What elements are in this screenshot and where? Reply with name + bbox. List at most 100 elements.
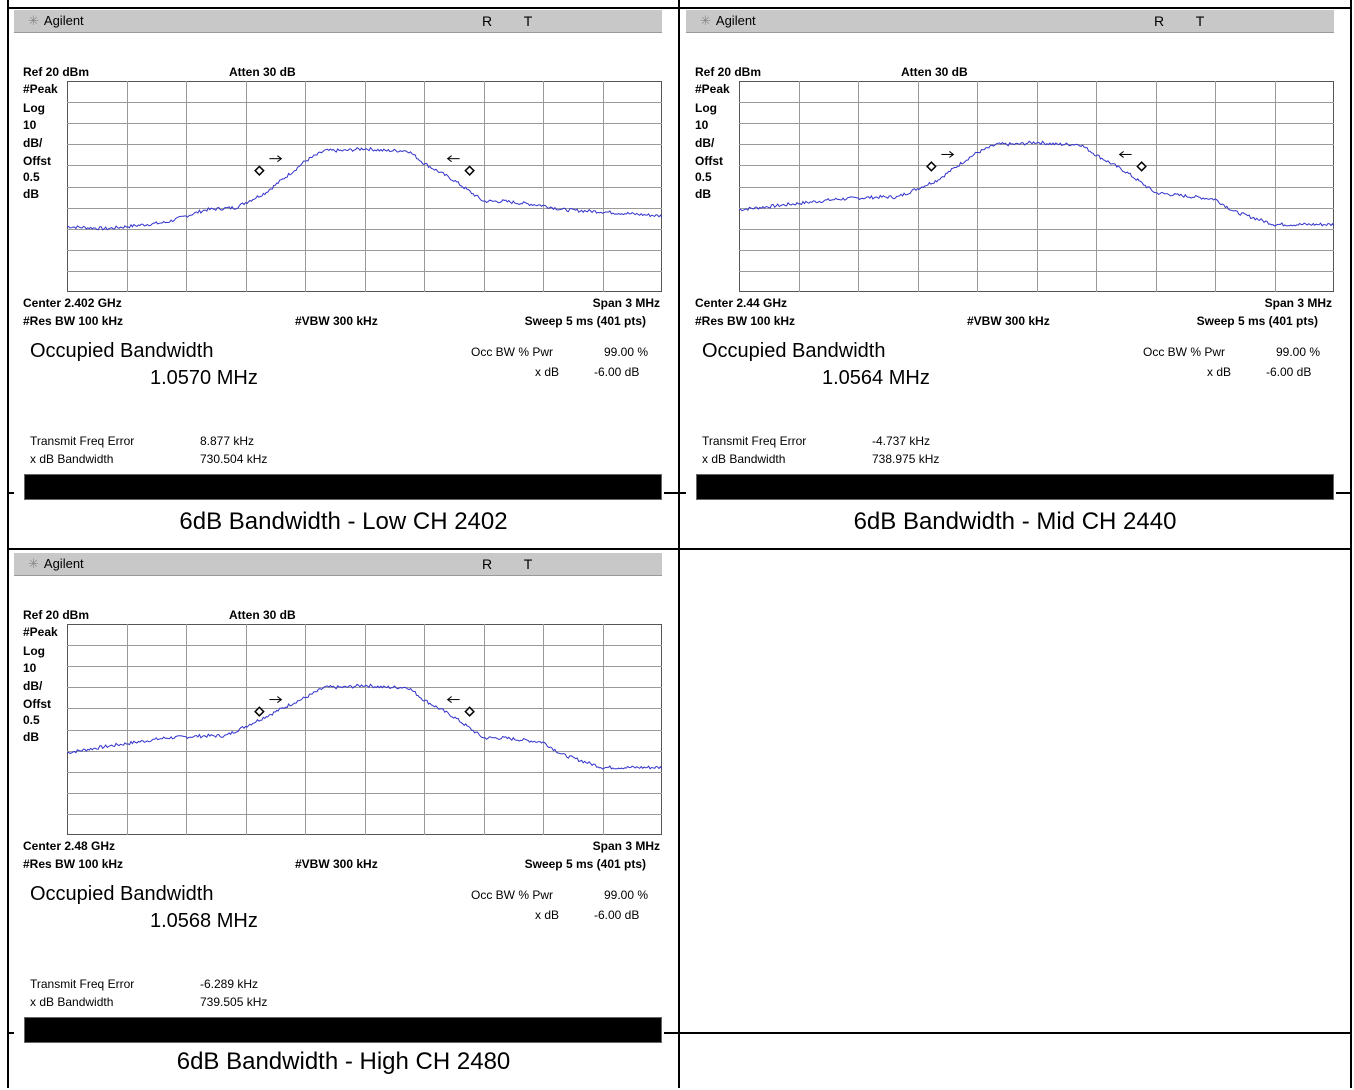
- center-frequency: Center 2.402 GHz: [23, 296, 122, 310]
- arrow-left-icon: [1118, 151, 1124, 158]
- status-indicators: R T: [482, 13, 547, 29]
- res-bw: #Res BW 100 kHz: [23, 857, 124, 871]
- side-label: 0.5: [23, 713, 40, 727]
- bandwidth-marker: [254, 165, 265, 176]
- xdb-value: -6.00 dB: [594, 365, 640, 379]
- ref-level: Ref 20 dBm: [23, 65, 90, 79]
- side-label: Log: [23, 644, 45, 658]
- caption-high: 6dB Bandwidth - High CH 2480: [176, 1048, 511, 1075]
- caption-low: 6dB Bandwidth - Low CH 2402: [179, 508, 508, 535]
- side-label: dB/: [23, 136, 43, 150]
- arrow-left-icon: [446, 696, 452, 703]
- cell-high: ✳ Agilent R T Ref 20 dBm Atten 30 dB #Pea…: [0, 553, 678, 1045]
- occupied-bandwidth-title: Occupied Bandwidth: [702, 340, 886, 362]
- occupied-bandwidth-value: 1.0570 MHz: [150, 367, 258, 389]
- spectrum-plot: [739, 81, 1334, 292]
- spectrum-chart: [739, 81, 1334, 292]
- center-frequency: Center 2.44 GHz: [695, 296, 788, 310]
- arrow-right-icon: [277, 155, 283, 163]
- table-border-top: [7, 7, 1352, 9]
- plot-frame: [739, 81, 1334, 292]
- ref-level: Ref 20 dBm: [695, 65, 762, 79]
- table-border-left: [7, 0, 9, 1088]
- analyzer-screenshot: ✳ Agilent R T Ref 20 dBm Atten 30 dB #Pea…: [14, 553, 664, 1045]
- side-label: dB: [23, 730, 39, 744]
- occupied-bandwidth-value: 1.0564 MHz: [822, 367, 930, 389]
- vbw: #VBW 300 kHz: [295, 314, 378, 328]
- center-frequency: Center 2.48 GHz: [23, 839, 116, 853]
- xdb-label: x dB: [1207, 365, 1232, 379]
- table-row-line-3: [7, 1032, 1352, 1034]
- bandwidth-marker: [464, 165, 475, 176]
- sweep: Sweep 5 ms (401 pts): [1196, 314, 1318, 328]
- vbw: #VBW 300 kHz: [967, 314, 1050, 328]
- xdb-label: x dB: [535, 908, 560, 922]
- status-indicators: R T: [1154, 13, 1219, 29]
- transmit-freq-error-label: Transmit Freq Error: [30, 434, 135, 448]
- analyzer-titlebar: ✳ Agilent R T: [14, 10, 662, 33]
- status-bar: [24, 1017, 662, 1043]
- side-label: #Peak: [23, 625, 58, 639]
- status-bar: [24, 474, 662, 500]
- ref-level: Ref 20 dBm: [23, 608, 90, 622]
- plot-frame: [67, 81, 662, 292]
- attenuation: Atten 30 dB: [901, 65, 968, 79]
- sweep: Sweep 5 ms (401 pts): [524, 857, 646, 871]
- table-border-right: [1350, 0, 1352, 1088]
- res-bw: #Res BW 100 kHz: [23, 314, 124, 328]
- side-label: 0.5: [695, 170, 712, 184]
- brand-name: Agilent: [715, 13, 756, 28]
- arrow-right-icon: [949, 151, 955, 158]
- side-label: #Peak: [23, 82, 58, 96]
- bandwidth-marker: [926, 161, 937, 172]
- transmit-freq-error-value: 8.877 kHz: [200, 434, 255, 448]
- analyzer-titlebar: ✳ Agilent R T: [686, 10, 1334, 33]
- transmit-freq-error-label: Transmit Freq Error: [30, 977, 135, 991]
- sweep: Sweep 5 ms (401 pts): [524, 314, 646, 328]
- transmit-freq-error-value: -4.737 kHz: [872, 434, 931, 448]
- bandwidth-marker: [464, 706, 475, 717]
- res-bw: #Res BW 100 kHz: [695, 314, 796, 328]
- status-indicators: R T: [482, 556, 547, 572]
- analyzer-screenshot: ✳ Agilent R T Ref 20 dBm Atten 30 dB #Pea…: [686, 10, 1336, 502]
- attenuation: Atten 30 dB: [229, 65, 296, 79]
- arrow-left-icon: [446, 155, 452, 163]
- spectrum-trace: [67, 146, 662, 231]
- side-label: dB: [695, 187, 711, 201]
- occupied-bandwidth-title: Occupied Bandwidth: [30, 883, 214, 905]
- vbw: #VBW 300 kHz: [295, 857, 378, 871]
- analyzer-titlebar: ✳ Agilent R T: [14, 553, 662, 576]
- xdb-bandwidth-value: 739.505 kHz: [200, 995, 268, 1009]
- side-label: 10: [695, 118, 709, 132]
- xdb-value: -6.00 dB: [1266, 365, 1312, 379]
- table-row-line-2: [7, 548, 1352, 550]
- side-label: dB/: [23, 679, 43, 693]
- arrow-right-icon: [277, 696, 283, 703]
- xdb-bandwidth-value: 730.504 kHz: [200, 452, 268, 466]
- side-label: Offst: [23, 154, 51, 168]
- brand-logo: ✳ Agilent: [700, 13, 756, 29]
- side-label: Offst: [23, 697, 51, 711]
- agilent-star-icon: ✳: [700, 13, 711, 28]
- cell-mid: ✳ Agilent R T Ref 20 dBm Atten 30 dB #Pea…: [672, 10, 1350, 502]
- span: Span 3 MHz: [592, 839, 660, 853]
- xdb-bandwidth-label: x dB Bandwidth: [30, 452, 114, 466]
- side-label: 10: [23, 661, 37, 675]
- spectrum-plot: [67, 624, 662, 835]
- side-label: dB: [23, 187, 39, 201]
- side-label: 10: [23, 118, 37, 132]
- occupied-bandwidth-title: Occupied Bandwidth: [30, 340, 214, 362]
- span: Span 3 MHz: [1264, 296, 1332, 310]
- xdb-value: -6.00 dB: [594, 908, 640, 922]
- brand-name: Agilent: [43, 556, 84, 571]
- agilent-star-icon: ✳: [28, 556, 39, 571]
- spectrum-trace: [739, 140, 1334, 227]
- plot-frame: [67, 624, 662, 835]
- status-bar: [696, 474, 1334, 500]
- occupied-bandwidth-value: 1.0568 MHz: [150, 910, 258, 932]
- occ-pwr-label: Occ BW % Pwr: [1143, 345, 1226, 359]
- occ-pwr-label: Occ BW % Pwr: [471, 345, 554, 359]
- spectrum-chart: [67, 624, 662, 835]
- side-label: dB/: [695, 136, 715, 150]
- occ-pwr-label: Occ BW % Pwr: [471, 888, 554, 902]
